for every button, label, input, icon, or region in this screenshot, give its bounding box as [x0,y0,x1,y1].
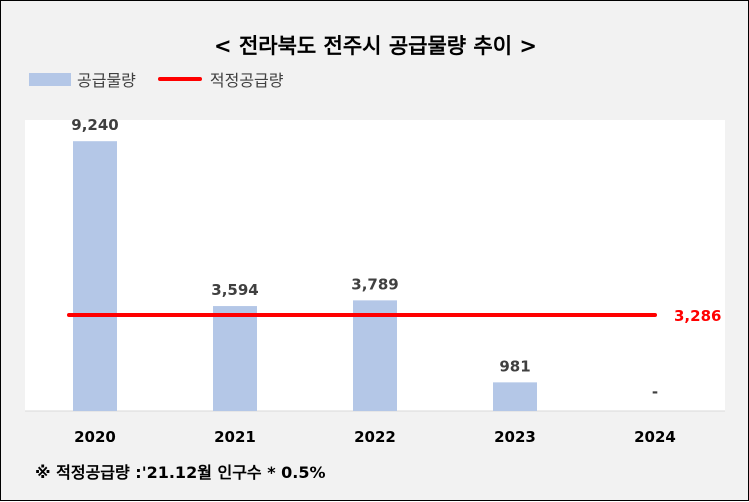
bar-2021 [213,306,257,411]
data-label-2024: - [652,383,658,401]
chart-title: < 전라북도 전주시 공급물량 추이 > [214,34,537,58]
data-label-2020: 9,240 [71,116,118,134]
bar-2022 [353,300,397,411]
bar-2023 [493,382,537,411]
legend-line-swatch [157,77,202,81]
x-tick-label-2023: 2023 [494,428,536,446]
legend-bar-label: 공급물량 [77,71,136,90]
data-label-2021: 3,594 [211,281,258,299]
legend-line-label: 적정공급량 [209,71,284,90]
data-label-2022: 3,789 [351,275,398,293]
legend: 공급물량 적정공급량 [29,67,284,91]
data-label-2023: 981 [499,357,530,375]
bar-2020 [73,141,117,411]
reference-line-label: 3,286 [674,307,721,325]
x-tick-label-2021: 2021 [214,428,256,446]
legend-bar-swatch [29,72,71,86]
footnote: ※ 적정공급량 :'21.12월 인구수 * 0.5% [35,463,326,482]
x-tick-label-2022: 2022 [354,428,396,446]
x-tick-label-2020: 2020 [74,428,116,446]
x-tick-label-2024: 2024 [634,428,676,446]
